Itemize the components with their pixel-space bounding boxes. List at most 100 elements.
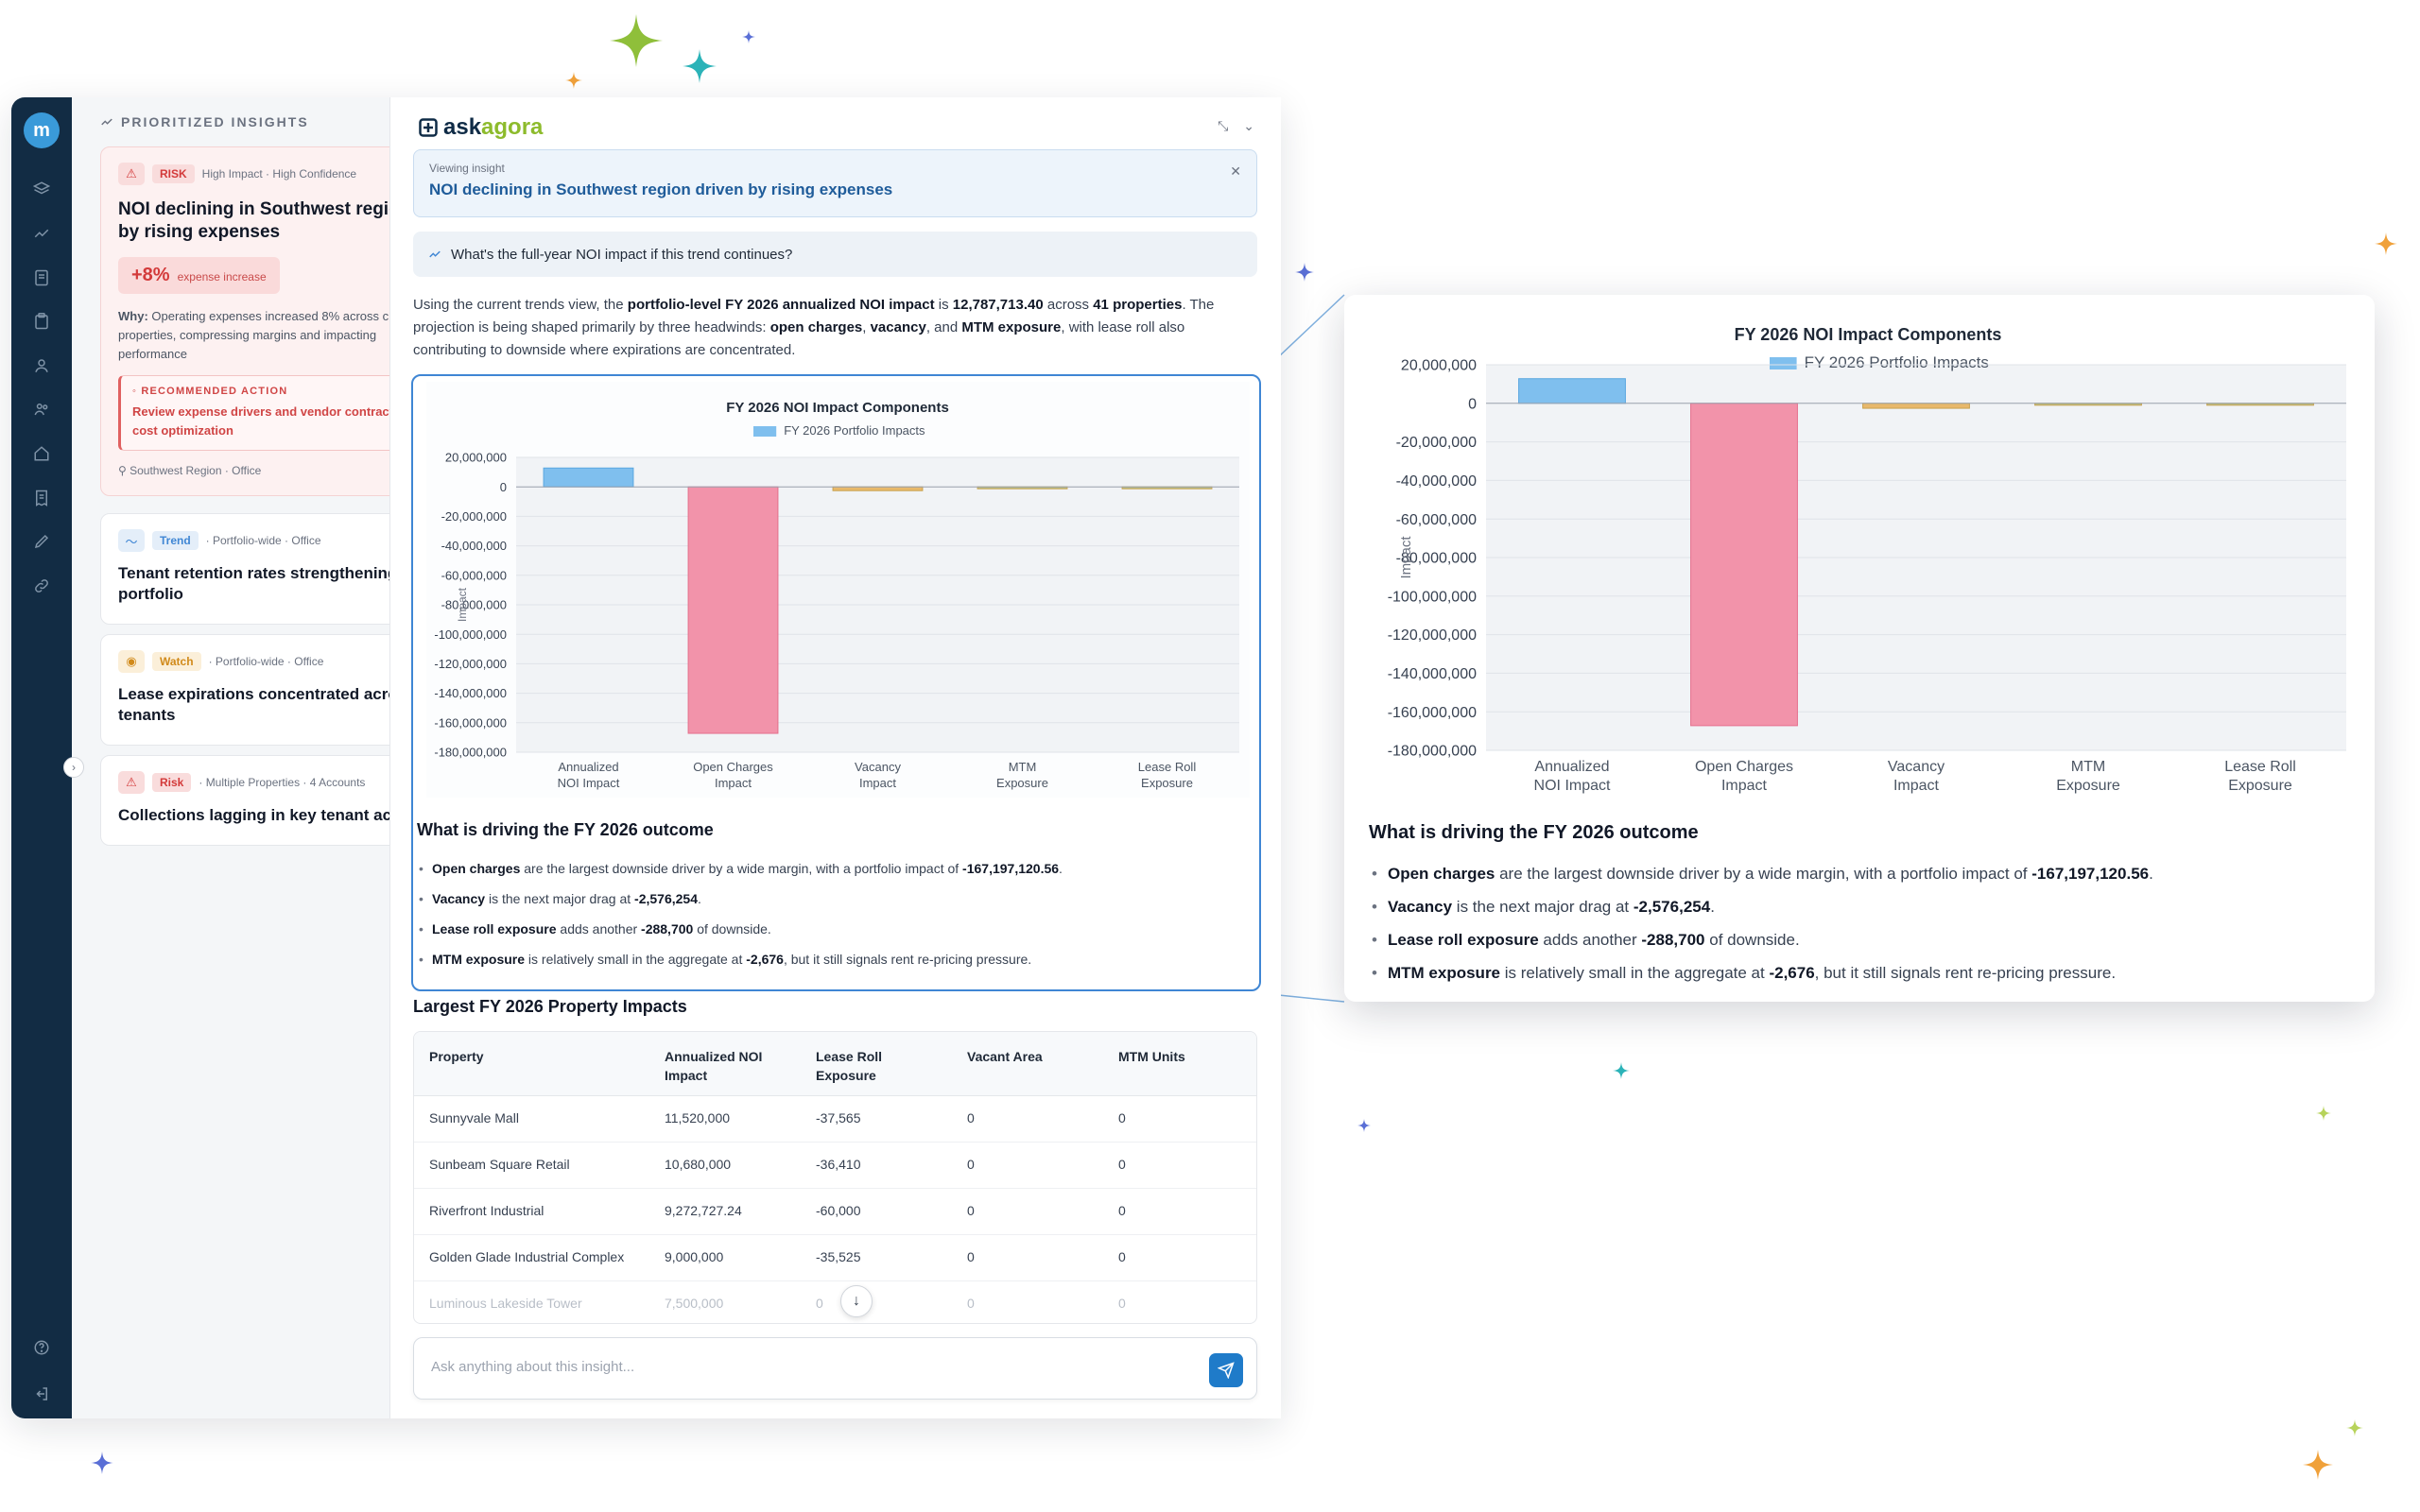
driver-label: Lease roll exposure — [1388, 931, 1539, 949]
y-tick-label: 20,000,000 — [445, 451, 507, 465]
insight-card[interactable]: ⚠ Risk · Multiple Properties · 4 Account… — [100, 755, 422, 846]
legend-label: FY 2026 Portfolio Impacts — [784, 423, 925, 438]
insights-header-label: PRIORITIZED INSIGHTS — [121, 114, 309, 129]
table-cell: -60,000 — [816, 1203, 861, 1218]
risk-pill: RISK — [152, 164, 195, 183]
link-icon[interactable] — [30, 575, 53, 597]
answer-text: is — [934, 297, 953, 313]
chart-card[interactable]: FY 2026 NOI Impact Components FY 2026 Por… — [411, 374, 1261, 991]
document-icon[interactable] — [30, 266, 53, 289]
table-row[interactable]: Luminous Lakeside Tower 7,500,000 0 0 0 — [414, 1281, 1256, 1323]
table-row[interactable]: Golden Glade Industrial Complex 9,000,00… — [414, 1235, 1256, 1281]
driver-text: adds another — [1538, 931, 1642, 949]
insight-title-line: NOI declining in Southwest region d — [118, 199, 404, 219]
table-row[interactable]: Sunbeam Square Retail 10,680,000 -36,410… — [414, 1143, 1256, 1189]
y-tick-label: -20,000,000 — [1396, 435, 1478, 451]
y-tick-label: -40,000,000 — [1396, 473, 1478, 490]
pin-icon: ⚲ — [118, 464, 130, 477]
insight-title: NOI declining in Southwest region d by r… — [118, 198, 404, 244]
chat-input[interactable]: Ask anything about this insight... — [431, 1359, 635, 1375]
noi-impact-chart: FY 2026 NOI Impact Components FY 2026 Por… — [426, 382, 1250, 798]
recommended-action[interactable]: ◦ RECOMMENDED ACTION Review expense driv… — [118, 375, 404, 451]
receipt-icon[interactable] — [30, 487, 53, 509]
sparkle-icon — [2346, 1419, 2363, 1436]
insight-card[interactable]: ◉ Watch · Portfolio-wide · Office Lease … — [100, 634, 422, 746]
column-header[interactable]: Property — [429, 1049, 484, 1064]
x-tick-label: Open Charges — [693, 760, 773, 774]
expand-icon[interactable]: ⤡ — [1218, 118, 1229, 133]
table-cell: 0 — [1118, 1203, 1126, 1218]
metric-label: expense increase — [177, 270, 267, 284]
askagora-logo: askagora — [419, 114, 543, 141]
users-icon[interactable] — [30, 398, 53, 421]
insight-location: Southwest Region · Office — [130, 464, 262, 477]
driver-value: -2,676 — [1769, 964, 1815, 982]
layers-icon[interactable] — [30, 178, 53, 200]
sparkle-icon — [1613, 1062, 1630, 1079]
insights-header: PRIORITIZED INSIGHTS — [100, 114, 309, 129]
trending-up-icon — [101, 118, 112, 126]
column-header[interactable]: Annualized NOI Impact — [665, 1049, 763, 1083]
answer-strong: vacancy — [870, 319, 926, 335]
bar — [832, 486, 924, 491]
bar — [1518, 378, 1626, 404]
sparkle-icon — [1295, 263, 1314, 282]
metric-value: +8% — [131, 265, 170, 285]
property-impacts-table: Property Annualized NOI Impact Lease Rol… — [413, 1031, 1257, 1324]
help-icon[interactable] — [30, 1336, 53, 1359]
driver-text: is relatively small in the aggregate at — [525, 952, 747, 967]
insight-title-line: tenants — [118, 706, 176, 724]
sparkle-icon — [91, 1452, 113, 1474]
insight-card[interactable]: ⚠ RISK High Impact · High Confidence NOI… — [100, 146, 422, 496]
answer-strong: 41 properties — [1093, 297, 1183, 313]
scroll-down-button[interactable]: ↓ — [840, 1285, 873, 1317]
app-logo[interactable]: m — [24, 112, 60, 148]
column-header[interactable]: MTM Units — [1118, 1049, 1185, 1064]
y-axis-label: Impact — [1398, 536, 1414, 579]
table-row[interactable]: Sunnyvale Mall 11,520,000 -37,565 0 0 — [414, 1096, 1256, 1143]
x-tick-label: MTM — [2071, 759, 2105, 775]
collapse-rail-button[interactable]: › — [63, 757, 84, 778]
driver-item: Lease roll exposure adds another -288,70… — [1369, 923, 2352, 956]
answer-strong: open charges — [769, 319, 863, 335]
table-cell: 0 — [967, 1249, 975, 1264]
chevron-down-icon[interactable]: ⌄ — [1243, 118, 1254, 133]
table-cell: 0 — [967, 1110, 975, 1125]
send-button[interactable] — [1209, 1353, 1243, 1387]
insight-card[interactable]: 〜 Trend · Portfolio-wide · Office Tenant… — [100, 513, 422, 625]
y-tick-label: -160,000,000 — [1388, 705, 1477, 721]
driver-item: Lease roll exposure adds another -288,70… — [417, 914, 1249, 944]
table-cell: 9,272,727.24 — [665, 1203, 742, 1218]
pen-icon[interactable] — [30, 530, 53, 553]
table-cell: 0 — [967, 1157, 975, 1172]
home-icon[interactable] — [30, 442, 53, 465]
driver-text: , but it still signals rent re-pricing p… — [1814, 964, 2117, 982]
x-tick-label: Impact — [859, 776, 896, 790]
arrow-down-icon: ↓ — [853, 1293, 860, 1309]
user-icon[interactable] — [30, 354, 53, 377]
table-row[interactable]: Riverfront Industrial 9,272,727.24 -60,0… — [414, 1189, 1256, 1235]
column-header[interactable]: Vacant Area — [967, 1049, 1043, 1064]
answer-text: , with lease roll also contributing to d… — [413, 319, 1185, 358]
question-text: What's the full-year NOI impact if this … — [451, 246, 793, 263]
close-icon[interactable]: ✕ — [1230, 163, 1241, 179]
driver-text: are the largest downside driver by a wid… — [1495, 865, 2032, 883]
logout-icon[interactable] — [30, 1383, 53, 1405]
bar — [1690, 403, 1798, 727]
column-header[interactable]: Lease Roll Exposure — [816, 1049, 883, 1083]
driver-value: -167,197,120.56 — [962, 861, 1060, 876]
recommended-action-header: RECOMMENDED ACTION — [141, 386, 288, 397]
assistant-panel: askagora ⤡ ⌄ Viewing insight NOI declini… — [389, 97, 1281, 1418]
x-tick-label: MTM — [1009, 760, 1037, 774]
trending-up-icon[interactable] — [30, 222, 53, 245]
x-tick-label: Lease Roll — [1138, 760, 1197, 774]
driver-text: . — [1710, 898, 1715, 916]
x-tick-label: Exposure — [2056, 778, 2120, 794]
x-tick-label: NOI Impact — [1534, 778, 1611, 794]
legend-label: FY 2026 Portfolio Impacts — [1805, 353, 1989, 371]
sparkle-icon — [2303, 1450, 2333, 1480]
table-cell: 11,520,000 — [665, 1110, 731, 1125]
clipboard-icon[interactable] — [30, 310, 53, 333]
chat-input-box[interactable]: Ask anything about this insight... — [413, 1337, 1257, 1400]
viewing-title[interactable]: NOI declining in Southwest region driven… — [429, 180, 893, 198]
